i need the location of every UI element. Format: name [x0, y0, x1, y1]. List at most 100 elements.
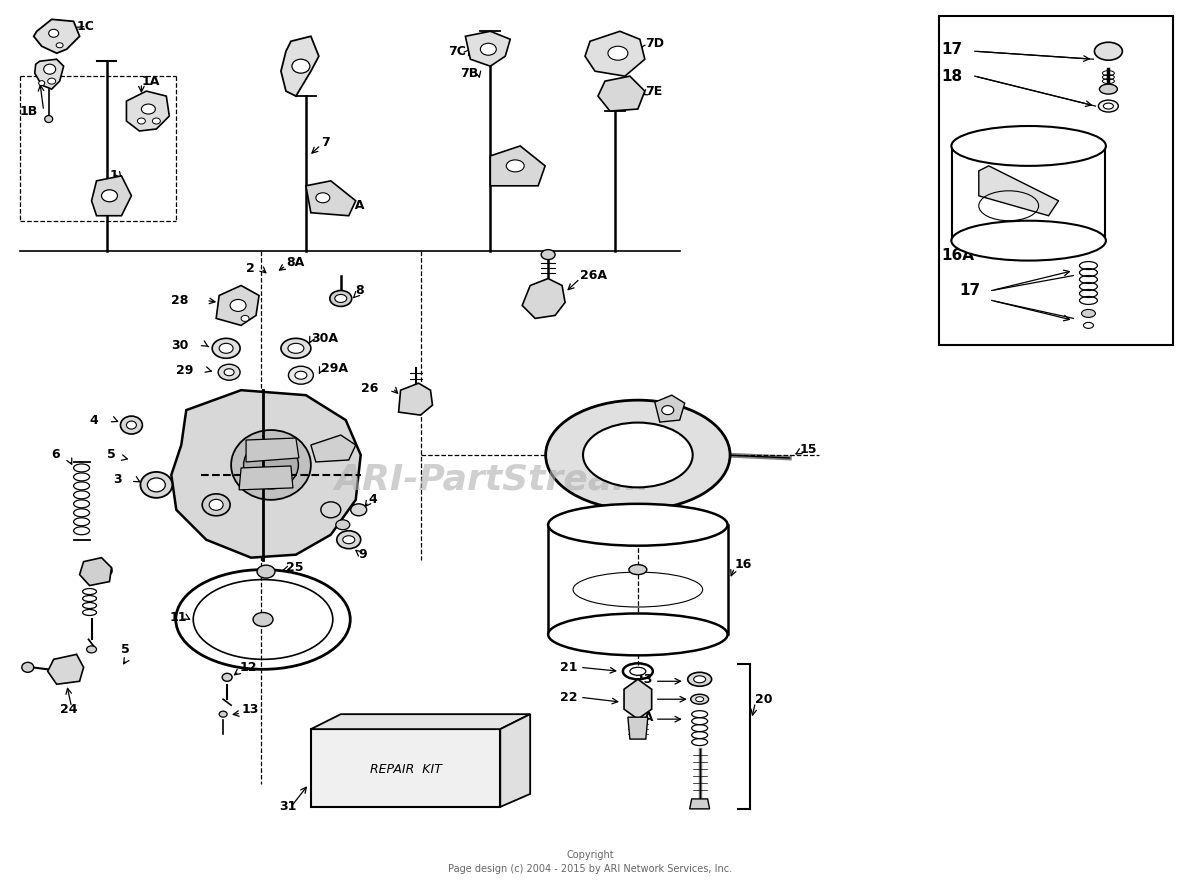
Text: 24: 24 [60, 702, 77, 716]
Polygon shape [310, 729, 500, 807]
Ellipse shape [1103, 103, 1114, 109]
Text: 29A: 29A [321, 362, 348, 375]
Polygon shape [306, 181, 355, 216]
Polygon shape [585, 31, 644, 76]
Text: 16A: 16A [940, 248, 973, 263]
Text: 1B: 1B [20, 105, 38, 117]
Ellipse shape [101, 190, 118, 202]
Ellipse shape [137, 118, 145, 124]
Text: 10: 10 [97, 565, 114, 578]
Ellipse shape [219, 343, 234, 353]
Text: 5: 5 [122, 642, 130, 656]
Polygon shape [500, 714, 530, 807]
Ellipse shape [219, 711, 227, 717]
Text: 30A: 30A [310, 332, 337, 345]
Ellipse shape [120, 416, 143, 434]
Ellipse shape [291, 59, 310, 73]
Ellipse shape [696, 697, 703, 702]
Polygon shape [281, 36, 319, 96]
Text: 7E: 7E [644, 84, 662, 98]
Ellipse shape [1099, 100, 1119, 112]
Ellipse shape [506, 159, 524, 172]
Ellipse shape [86, 646, 97, 653]
Text: 4: 4 [90, 414, 98, 426]
Ellipse shape [202, 494, 230, 516]
Text: 5: 5 [106, 449, 116, 461]
Ellipse shape [688, 672, 712, 686]
Ellipse shape [288, 343, 304, 353]
Ellipse shape [44, 65, 55, 74]
Polygon shape [978, 166, 1058, 216]
Polygon shape [310, 435, 355, 462]
Polygon shape [523, 279, 565, 318]
Ellipse shape [342, 536, 355, 544]
Ellipse shape [253, 613, 273, 626]
Ellipse shape [545, 401, 730, 510]
Text: 31: 31 [278, 800, 296, 814]
Bar [939, 16, 1173, 345]
Text: 17: 17 [940, 42, 962, 56]
Ellipse shape [39, 81, 45, 86]
Ellipse shape [230, 299, 247, 312]
Text: 7D: 7D [644, 37, 664, 50]
Text: 3: 3 [113, 473, 122, 487]
Polygon shape [310, 714, 530, 729]
Ellipse shape [45, 116, 53, 123]
Text: 2: 2 [247, 262, 255, 275]
Text: 9: 9 [359, 548, 367, 561]
Ellipse shape [629, 564, 647, 574]
Ellipse shape [57, 43, 64, 47]
Text: 21: 21 [560, 661, 577, 674]
Text: 4: 4 [368, 494, 378, 506]
Ellipse shape [288, 366, 314, 384]
Ellipse shape [336, 530, 361, 548]
Text: 11: 11 [169, 611, 186, 624]
Ellipse shape [47, 78, 55, 84]
Text: 6: 6 [51, 449, 60, 461]
Ellipse shape [549, 614, 728, 655]
Ellipse shape [1083, 323, 1094, 328]
Ellipse shape [148, 478, 165, 492]
Polygon shape [399, 383, 433, 415]
Ellipse shape [549, 504, 728, 546]
Ellipse shape [222, 673, 232, 681]
Polygon shape [216, 286, 260, 325]
Polygon shape [247, 438, 299, 462]
Ellipse shape [480, 43, 497, 56]
Ellipse shape [542, 250, 555, 260]
Ellipse shape [126, 421, 137, 429]
Ellipse shape [630, 668, 645, 676]
Ellipse shape [21, 662, 34, 672]
Text: 26A: 26A [581, 269, 607, 282]
Text: 1A: 1A [142, 74, 159, 88]
Text: 7: 7 [321, 136, 329, 150]
Ellipse shape [1100, 84, 1117, 94]
Ellipse shape [336, 520, 349, 530]
Ellipse shape [329, 290, 352, 306]
Polygon shape [34, 59, 64, 89]
Text: Page design (c) 2004 - 2015 by ARI Network Services, Inc.: Page design (c) 2004 - 2015 by ARI Netwo… [448, 864, 732, 874]
Polygon shape [598, 76, 644, 111]
Ellipse shape [209, 499, 223, 511]
Polygon shape [628, 717, 648, 739]
Ellipse shape [152, 118, 160, 124]
Ellipse shape [690, 694, 709, 704]
Text: 12: 12 [240, 661, 256, 674]
Ellipse shape [662, 406, 674, 415]
Ellipse shape [243, 441, 299, 489]
Ellipse shape [241, 315, 249, 322]
Ellipse shape [335, 295, 347, 303]
Ellipse shape [281, 339, 310, 358]
Polygon shape [240, 466, 293, 490]
Text: 22: 22 [560, 691, 577, 703]
Polygon shape [465, 31, 510, 66]
Text: 16: 16 [735, 558, 752, 571]
Ellipse shape [1082, 309, 1095, 317]
Text: ARI-PartStream™: ARI-PartStream™ [334, 463, 687, 497]
Polygon shape [171, 390, 361, 557]
Text: 25: 25 [286, 561, 303, 574]
Text: Copyright: Copyright [566, 849, 614, 860]
Text: 1: 1 [110, 169, 118, 183]
Ellipse shape [218, 365, 240, 380]
Text: 27: 27 [635, 691, 653, 703]
